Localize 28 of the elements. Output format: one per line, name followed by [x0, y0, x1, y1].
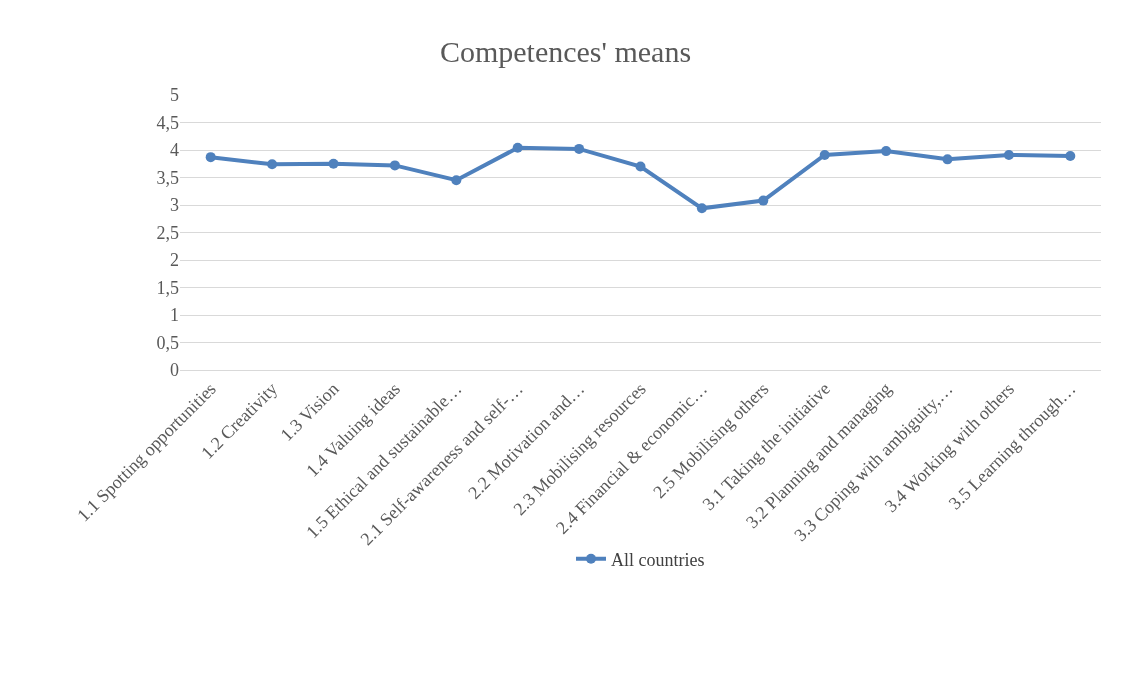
point	[205, 152, 216, 163]
point	[758, 195, 769, 206]
point	[328, 158, 339, 169]
y-tick-label: 4,5	[156, 112, 179, 133]
y-tick-label: 5	[170, 85, 179, 106]
point	[389, 160, 400, 171]
chart-title: Competences' means	[439, 34, 692, 68]
point	[1065, 151, 1076, 162]
y-tick-label: 3,5	[156, 167, 179, 188]
point	[819, 149, 830, 160]
point	[1003, 149, 1014, 160]
y-tick-label: 1	[170, 305, 179, 326]
point	[267, 159, 278, 170]
y-tick-label: 0,5	[156, 332, 179, 353]
point	[451, 175, 462, 186]
point	[635, 161, 646, 172]
y-tick-label: 1,5	[156, 277, 179, 298]
y-tick-label: 2	[170, 250, 179, 271]
legend-label: All countries	[611, 549, 705, 570]
y-tick-label: 3	[170, 195, 179, 216]
point	[512, 142, 523, 153]
point	[942, 154, 953, 165]
point	[696, 203, 707, 214]
y-tick-label: 4	[170, 140, 179, 161]
point	[574, 143, 585, 154]
y-tick-label: 2,5	[156, 222, 179, 243]
y-tick-label: 0	[170, 360, 179, 381]
point	[881, 146, 892, 157]
